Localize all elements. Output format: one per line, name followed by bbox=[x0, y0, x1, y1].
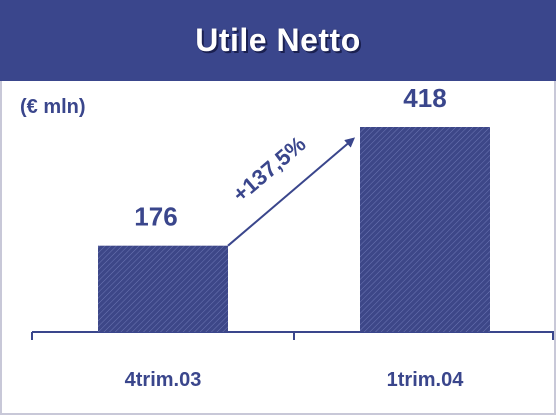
unit-label: (€ mln) bbox=[20, 96, 86, 118]
bar-1trim.04 bbox=[360, 127, 490, 332]
chart-frame bbox=[0, 81, 556, 415]
title-bar: Utile Netto bbox=[0, 0, 556, 81]
x-tick-label: 1trim.04 bbox=[387, 369, 465, 391]
growth-label: +137,5% bbox=[228, 131, 311, 207]
bar-value-label: 176 bbox=[134, 202, 177, 232]
growth-arrow bbox=[227, 137, 356, 247]
bar-value-label: 418 bbox=[403, 83, 446, 113]
x-tick-label: 4trim.03 bbox=[125, 369, 202, 391]
chart-title: Utile Netto bbox=[195, 22, 361, 58]
bar-4trim.03 bbox=[98, 245, 228, 332]
